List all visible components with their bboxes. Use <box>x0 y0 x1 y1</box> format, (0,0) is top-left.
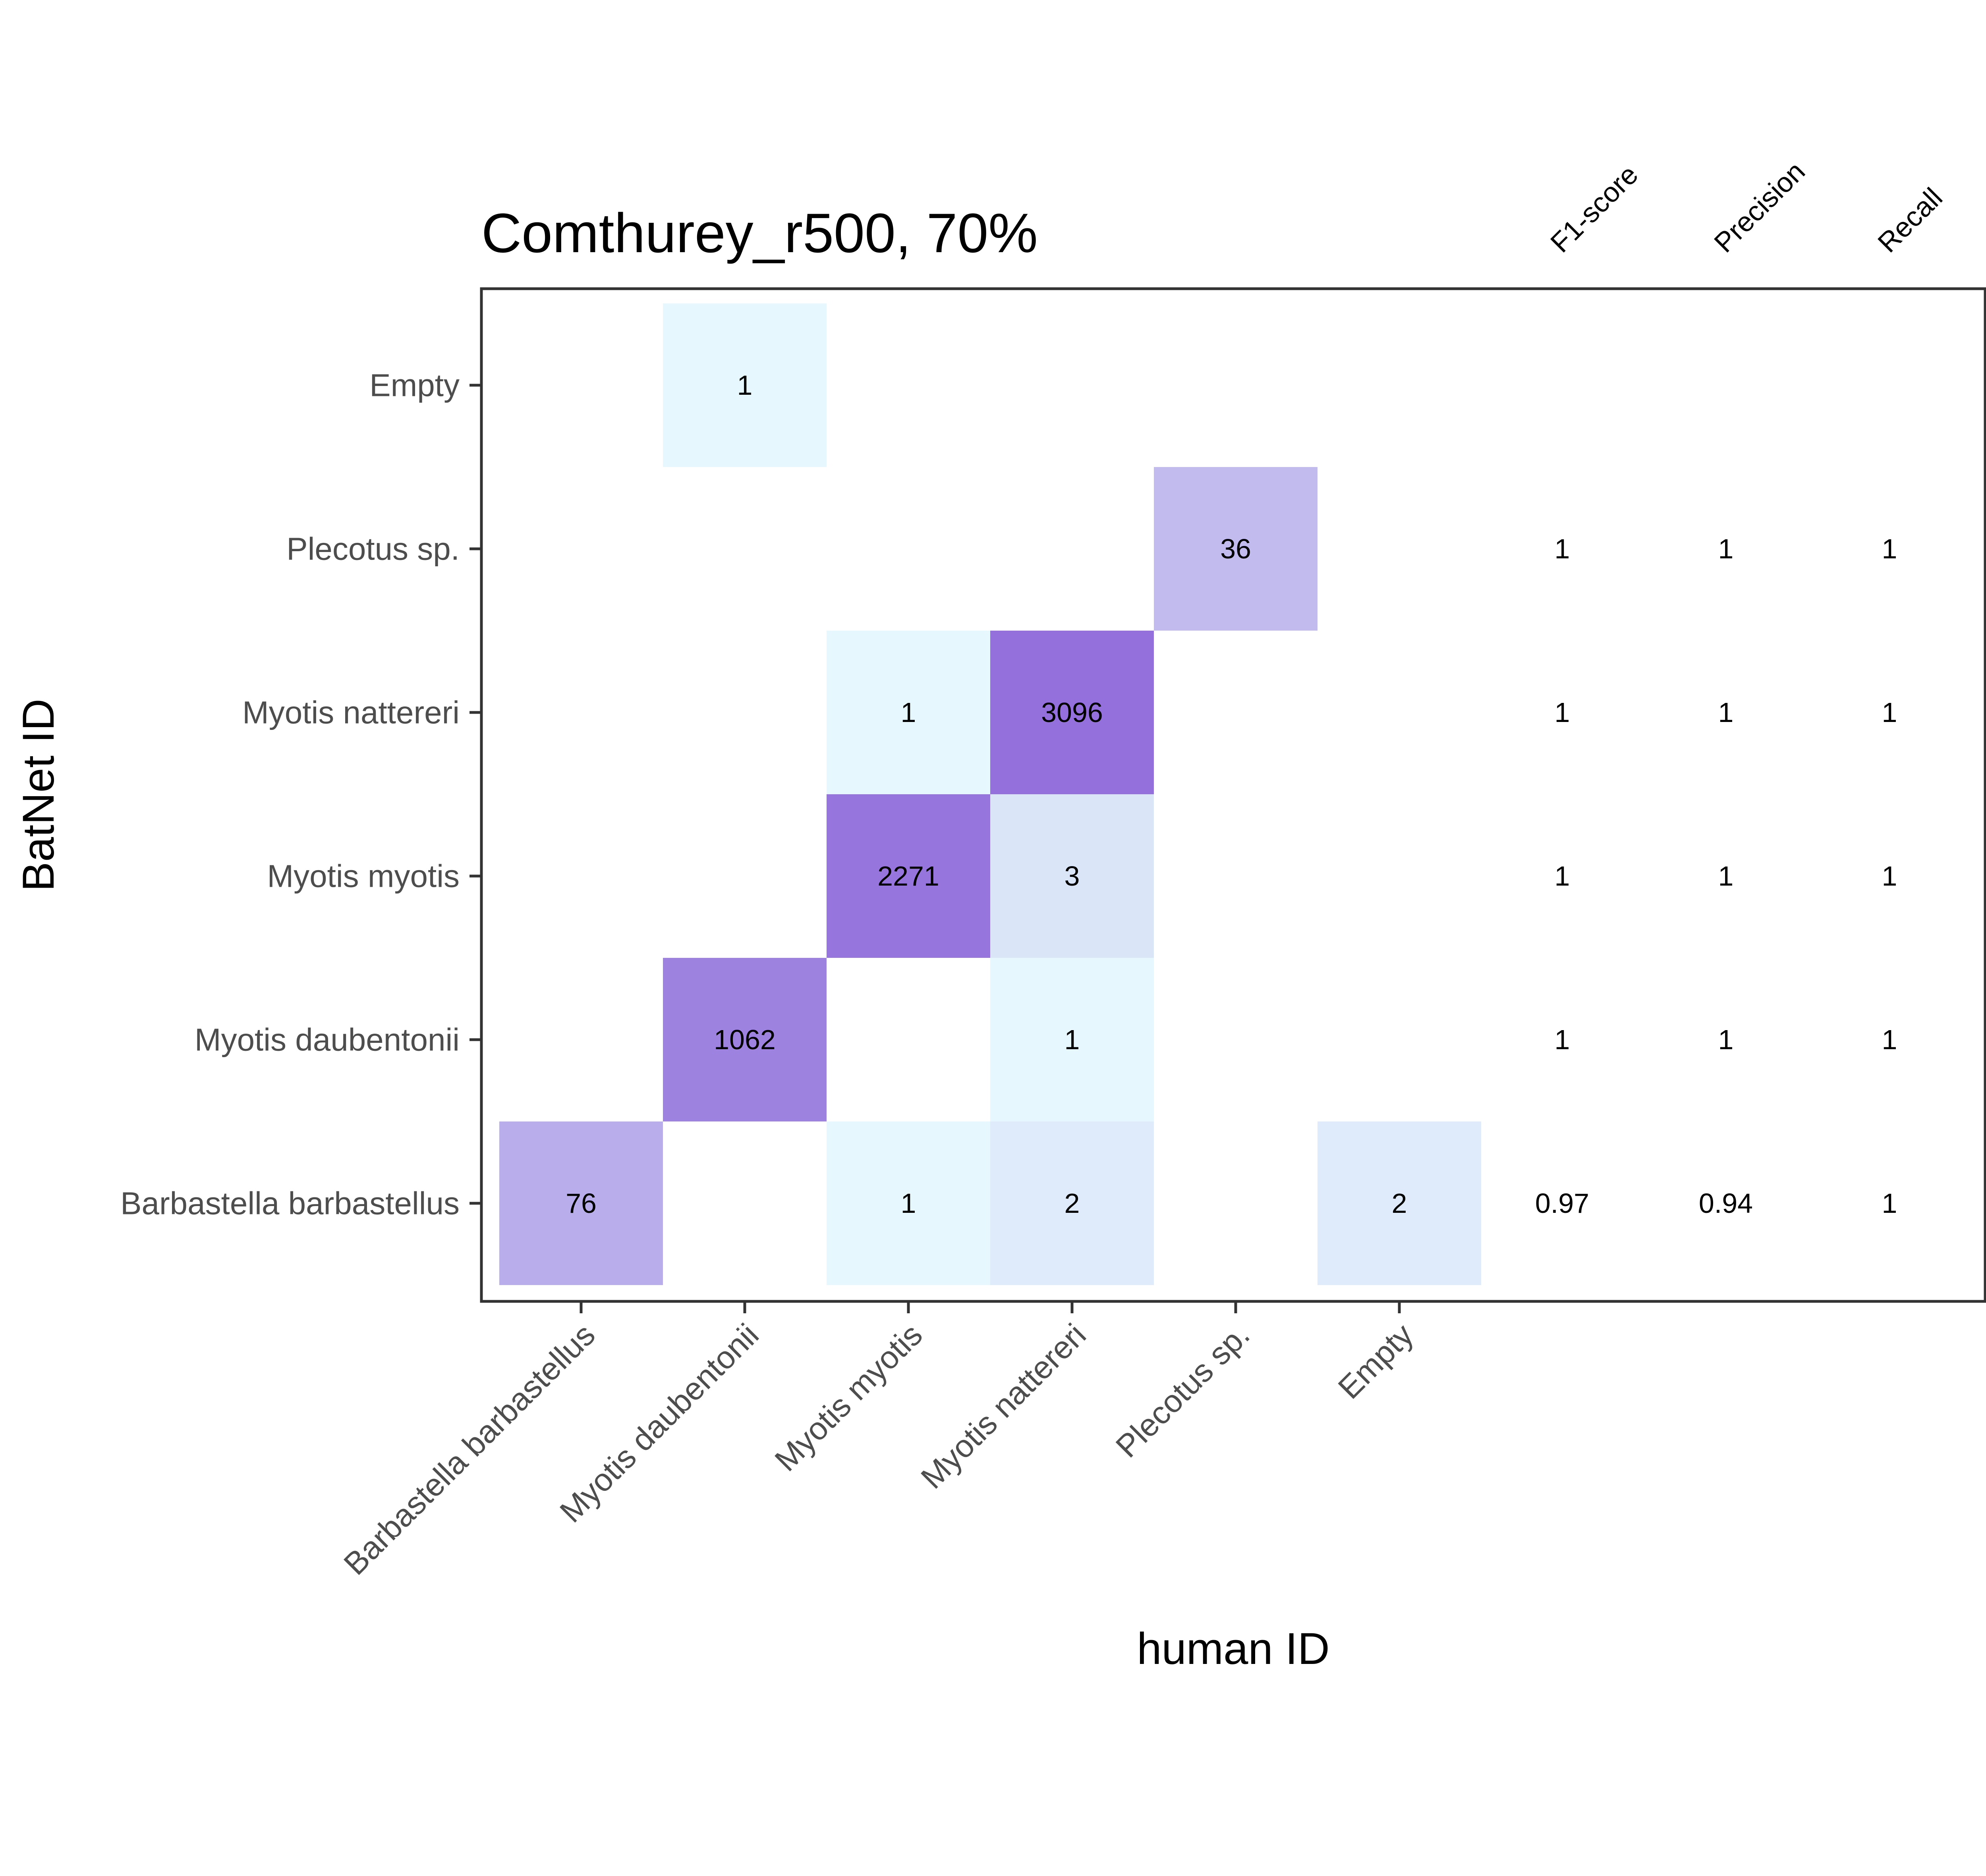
cell-value-label: 2271 <box>877 861 939 892</box>
cell-value-label: 76 <box>566 1188 597 1219</box>
heatmap-cell <box>499 1121 663 1285</box>
y-axis-tick-label: Myotis daubentonii <box>195 1022 460 1058</box>
plot-panel-border <box>480 287 1986 1303</box>
metric-value-label: 1 <box>1718 861 1734 892</box>
cell-value-label: 3 <box>1064 861 1080 892</box>
metric-value-label: 1 <box>1718 1024 1734 1055</box>
metric-value-label: 1 <box>1555 697 1570 728</box>
metric-value-label: 1 <box>1882 1024 1897 1055</box>
metric-value-label: 1 <box>1555 861 1570 892</box>
x-axis-title: human ID <box>1137 1624 1330 1673</box>
cell-value-label: 1 <box>901 697 916 728</box>
metric-value-label: 1 <box>1718 533 1734 564</box>
cell-value-label: 2 <box>1064 1188 1080 1219</box>
chart-title: Comthurey_r500, 70% <box>481 202 1038 264</box>
y-axis-tick-label: Myotis nattereri <box>242 695 460 730</box>
heatmap-cell <box>990 958 1154 1121</box>
cell-value-label: 36 <box>1220 533 1251 564</box>
metric-value-label: 1 <box>1718 697 1734 728</box>
heatmap-cell <box>990 1121 1154 1285</box>
metric-value-label: 0.97 <box>1535 1188 1589 1219</box>
metric-value-label: 0.94 <box>1699 1188 1753 1219</box>
heatmap-cell <box>827 794 990 958</box>
heatmap-cell <box>1318 1121 1481 1285</box>
heatmap-cell <box>990 794 1154 958</box>
cell-value-label: 2 <box>1392 1188 1407 1219</box>
metric-value-label: 1 <box>1555 533 1570 564</box>
y-axis-tick-label: Plecotus sp. <box>286 531 460 567</box>
heatmap-cell-labels: 76 1 2 2 1062 1 2271 3 1 3096 36 1 <box>566 370 1407 1219</box>
cell-value-label: 1062 <box>714 1024 776 1055</box>
metric-value-label: 1 <box>1882 533 1897 564</box>
y-axis: Barbastella barbastellus Myotis daubenton… <box>120 368 481 1221</box>
heatmap-cell <box>990 631 1154 794</box>
cell-value-label: 1 <box>901 1188 916 1219</box>
metric-value-label: 1 <box>1555 1024 1570 1055</box>
heatmap-cells <box>499 303 1481 1285</box>
heatmap-cell <box>827 631 990 794</box>
cell-value-label: 1 <box>737 370 753 401</box>
y-axis-tick-label: Barbastella barbastellus <box>120 1186 460 1221</box>
metric-value-label: 1 <box>1882 697 1897 728</box>
y-axis-title: BatNet ID <box>14 699 63 892</box>
cell-value-label: 1 <box>1064 1024 1080 1055</box>
y-axis-tick-label: Empty <box>369 368 460 403</box>
cell-value-label: 3096 <box>1041 697 1103 728</box>
y-axis-tick-label: Myotis myotis <box>267 859 460 894</box>
metric-value-label: 1 <box>1882 1188 1897 1219</box>
heatmap-cell <box>1154 467 1318 631</box>
metric-value-label: 1 <box>1882 861 1897 892</box>
heatmap-cell <box>663 303 827 467</box>
heatmap-cell <box>827 1121 990 1285</box>
heatmap-cell <box>663 958 827 1121</box>
